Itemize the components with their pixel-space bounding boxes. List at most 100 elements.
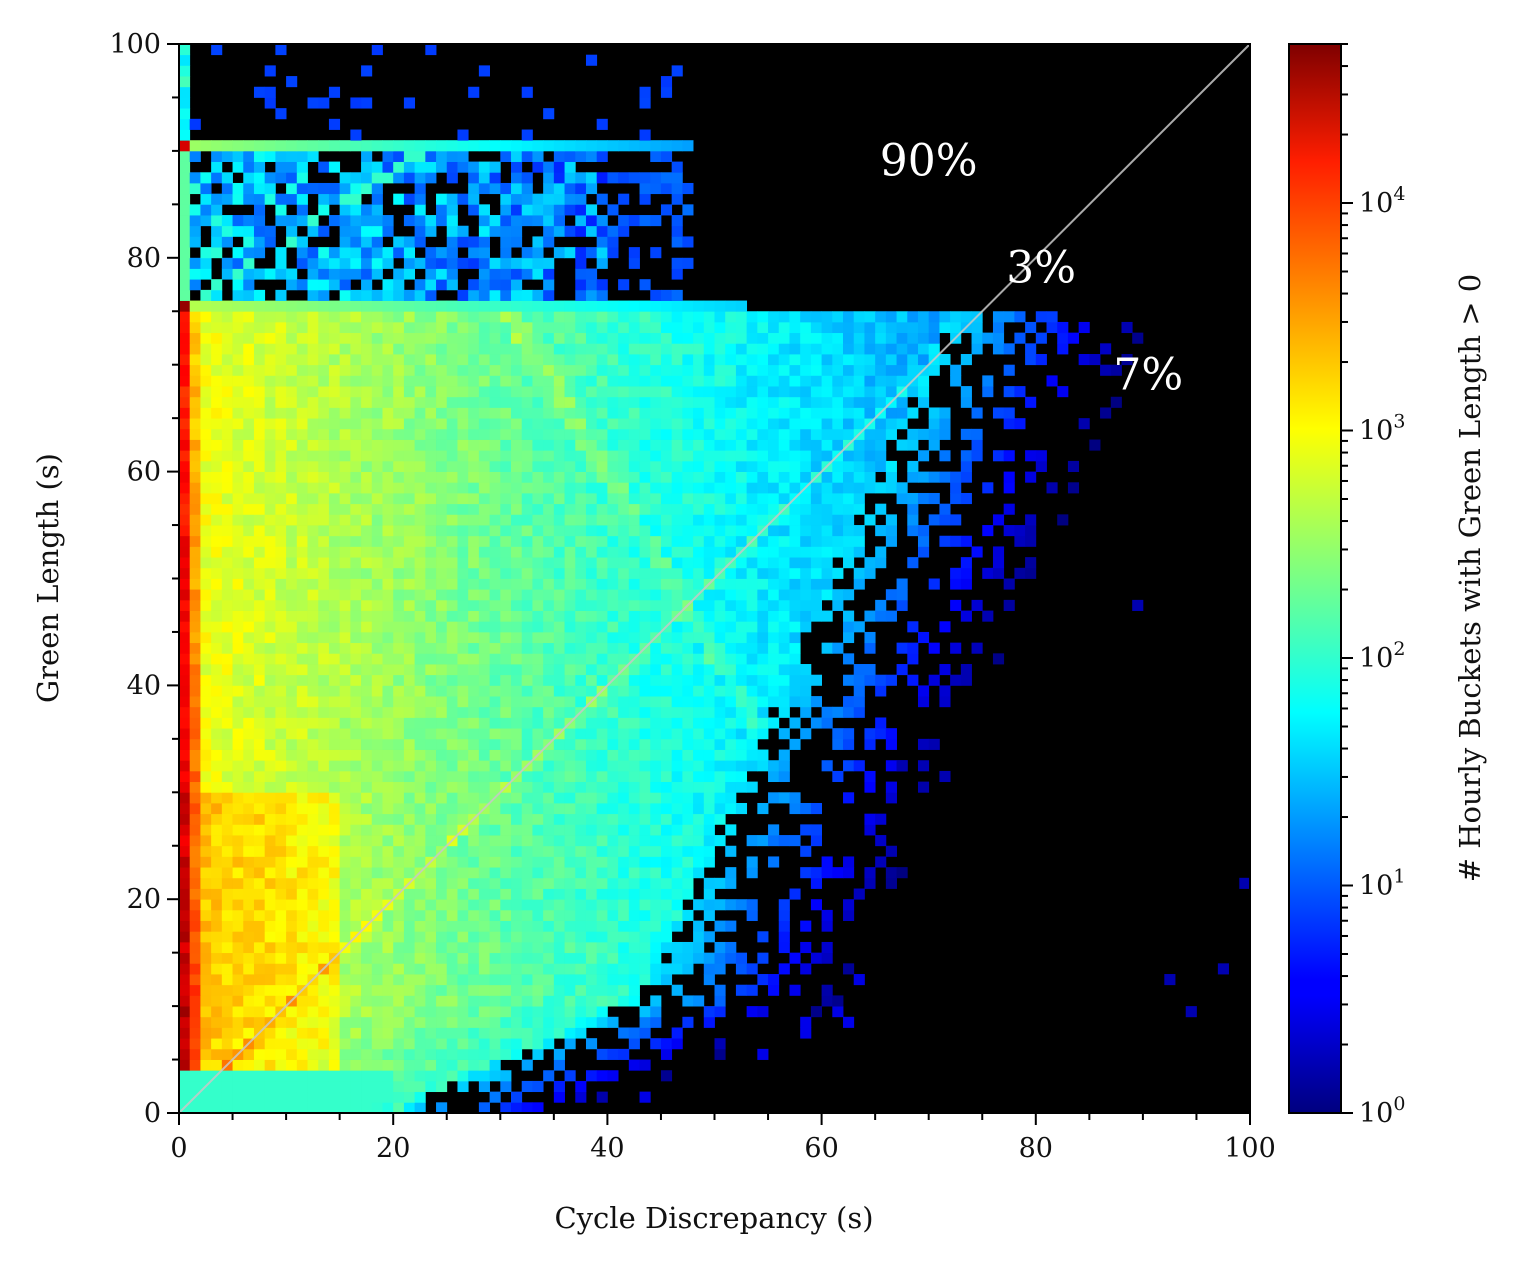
heatmap-cell	[286, 567, 298, 579]
heatmap-cell	[703, 931, 715, 943]
heatmap-cell	[821, 439, 833, 451]
heatmap-cell	[864, 631, 876, 644]
heatmap-cell	[328, 514, 341, 526]
heatmap-cell	[339, 685, 351, 697]
heatmap-cell	[982, 386, 994, 398]
heatmap-cell	[339, 343, 351, 355]
heatmap-cell	[660, 418, 673, 430]
heatmap-cell	[639, 1016, 651, 1028]
heatmap-cell	[532, 835, 544, 847]
heatmap-cell	[243, 952, 255, 964]
heatmap-cell	[179, 802, 191, 815]
heatmap-cell	[200, 941, 212, 954]
heatmap-cell	[843, 557, 855, 569]
heatmap-cell	[639, 375, 651, 387]
heatmap-cell	[189, 984, 201, 996]
heatmap-cell	[746, 375, 758, 387]
heatmap-cell	[189, 599, 201, 611]
heatmap-cell	[361, 236, 373, 248]
heatmap-cell	[553, 802, 565, 815]
heatmap-cell	[553, 1080, 565, 1093]
heatmap-cell	[810, 503, 822, 515]
heatmap-cell	[328, 1080, 341, 1093]
heatmap-cell	[253, 760, 266, 772]
heatmap-cell	[286, 279, 298, 291]
heatmap-cell	[478, 525, 490, 537]
heatmap-cell	[885, 418, 897, 430]
heatmap-cell	[917, 332, 930, 344]
heatmap-cell	[243, 856, 255, 868]
heatmap-cell	[264, 621, 276, 633]
heatmap-cell	[457, 941, 469, 954]
heatmap-cell	[179, 546, 191, 558]
heatmap-cell	[853, 482, 865, 494]
heatmap-cell	[725, 770, 737, 783]
heatmap-cell	[393, 546, 405, 558]
heatmap-cell	[253, 215, 266, 227]
heatmap-cell	[875, 599, 887, 611]
heatmap-cell	[286, 1048, 298, 1060]
heatmap-cell	[446, 781, 458, 793]
heatmap-cell	[960, 610, 972, 622]
heatmap-cell	[243, 471, 255, 483]
heatmap-cell	[585, 567, 598, 579]
heatmap-cell	[307, 332, 319, 344]
heatmap-cell	[789, 557, 801, 569]
heatmap-cell	[843, 653, 855, 665]
heatmap-cell	[703, 471, 715, 483]
heatmap-cell	[607, 867, 619, 879]
heatmap-cell	[639, 503, 651, 515]
heatmap-cell	[928, 578, 940, 590]
heatmap-cell	[275, 749, 287, 761]
heatmap-cell	[446, 257, 458, 269]
heatmap-cell	[414, 824, 426, 836]
heatmap-cell	[864, 867, 876, 879]
heatmap-cell	[286, 268, 298, 280]
heatmap-cell	[575, 888, 587, 900]
heatmap-cell	[403, 215, 416, 227]
heatmap-cell	[328, 1070, 341, 1082]
heatmap-cell	[821, 984, 833, 996]
heatmap-cell	[553, 642, 565, 654]
heatmap-cell	[768, 460, 780, 472]
heatmap-cell	[478, 1070, 490, 1082]
heatmap-cell	[864, 343, 876, 355]
heatmap-cell	[339, 867, 351, 879]
heatmap-cell	[350, 631, 362, 644]
heatmap-cell	[361, 289, 373, 301]
heatmap-cell	[714, 492, 726, 505]
heatmap-cell	[264, 835, 276, 847]
heatmap-cell	[328, 728, 341, 740]
heatmap-cell	[789, 525, 801, 537]
heatmap-cell	[328, 439, 341, 451]
heatmap-cell	[553, 418, 565, 430]
heatmap-cell	[596, 941, 608, 954]
heatmap-cell	[468, 439, 480, 451]
heatmap-cell	[350, 332, 362, 344]
heatmap-cell	[307, 781, 319, 793]
heatmap-cell	[532, 877, 544, 889]
heatmap-cell	[778, 514, 790, 526]
heatmap-cell	[564, 963, 576, 975]
heatmap-cell	[864, 396, 876, 408]
heatmap-cell	[436, 599, 448, 611]
heatmap-cell	[735, 685, 748, 697]
heatmap-cell	[553, 696, 565, 708]
heatmap-cell	[468, 182, 480, 195]
heatmap-cell	[232, 781, 244, 793]
heatmap-cell	[992, 321, 1005, 334]
heatmap-cell	[660, 642, 673, 654]
heatmap-cell	[457, 492, 469, 505]
heatmap-cell	[307, 514, 319, 526]
heatmap-cell	[628, 503, 640, 515]
heatmap-cell	[275, 396, 287, 408]
heatmap-cell	[553, 321, 565, 334]
heatmap-cell	[403, 1048, 416, 1060]
heatmap-cell	[221, 364, 233, 376]
heatmap-cell	[403, 664, 416, 676]
heatmap-cell	[393, 578, 405, 590]
heatmap-cell	[328, 664, 341, 676]
heatmap-cell	[725, 396, 737, 408]
heatmap-cell	[296, 621, 308, 633]
heatmap-cell	[382, 215, 394, 227]
